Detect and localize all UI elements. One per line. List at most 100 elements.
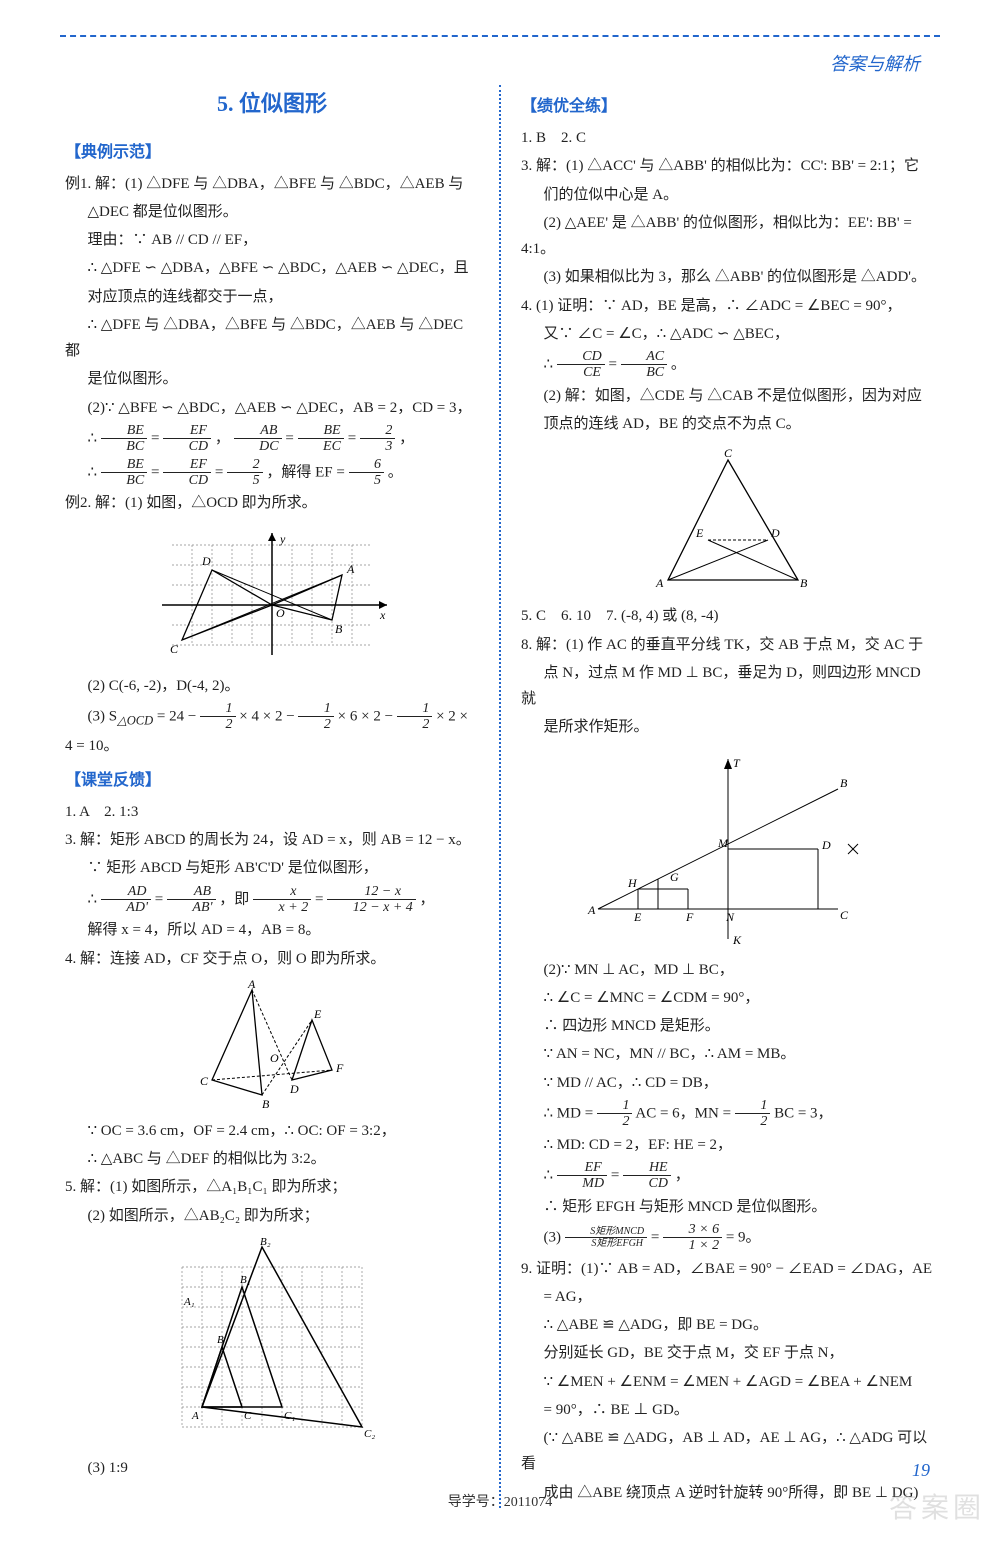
fig4-svg: C A B E D bbox=[638, 445, 818, 595]
jy-line21b: = AG， bbox=[521, 1284, 935, 1310]
svg-text:B₁: B₁ bbox=[240, 1274, 251, 1286]
svg-text:M: M bbox=[717, 836, 729, 850]
cf-line7: ∵ OC = 3.6 cm，OF = 2.4 cm，∴ OC: OF = 3:2… bbox=[65, 1118, 479, 1144]
ex1-line3: 理由：∵ AB // CD // EF， bbox=[65, 227, 479, 253]
frac: 3 × 61 × 2 bbox=[663, 1222, 722, 1254]
svg-text:A: A bbox=[346, 562, 355, 576]
jy-line4: (3) 如果相似比为 3，那么 △ABB' 的位似图形是 △ADD'。 bbox=[521, 264, 935, 290]
svg-text:E: E bbox=[695, 526, 704, 540]
txt: = 24 − bbox=[157, 708, 200, 724]
svg-text:C: C bbox=[200, 1074, 209, 1088]
svg-text:B: B bbox=[840, 776, 848, 790]
svg-text:C: C bbox=[170, 642, 179, 656]
svg-text:C₁: C₁ bbox=[284, 1410, 295, 1422]
ex1-line5: 对应顶点的连线都交于一点， bbox=[65, 284, 479, 310]
cf-line4: ∴ ADAD' = ABAB' ，即 xx + 2 = 12 − x12 − x… bbox=[65, 884, 479, 916]
frac: EFCD bbox=[163, 423, 211, 455]
eq: = bbox=[651, 1229, 663, 1245]
svg-text:C: C bbox=[840, 908, 849, 922]
txt: ∴ MD = bbox=[544, 1105, 597, 1121]
eq: = bbox=[151, 464, 163, 480]
content-wrapper: 5. 位似图形 【典例示范】 例1. 解：(1) △DFE 与 △DBA，△BF… bbox=[0, 0, 1000, 1508]
txt: AC = 6，MN = bbox=[635, 1105, 734, 1121]
txt: ，即 bbox=[219, 891, 253, 907]
svg-text:D: D bbox=[821, 838, 831, 852]
jy-line1: 1. B 2. C bbox=[521, 125, 935, 151]
jy-line11: (2)∵ MN ⊥ AC，MD ⊥ BC， bbox=[521, 957, 935, 983]
svg-text:F: F bbox=[685, 910, 694, 924]
eq: = bbox=[155, 891, 167, 907]
jy-line19: ∴ 矩形 EFGH 与矩形 MNCD 是位似图形。 bbox=[521, 1194, 935, 1220]
svg-text:A: A bbox=[587, 903, 596, 917]
frac: 23 bbox=[360, 423, 396, 455]
eq: = bbox=[609, 356, 621, 372]
txt: 。 bbox=[671, 356, 686, 372]
jy-line2: 3. 解：(1) △ACC' 与 △ABB' 的相似比为：CC': BB' = … bbox=[521, 153, 935, 179]
cf-line6: 4. 解：连接 AD，CF 交于点 O，则 O 即为所求。 bbox=[65, 946, 479, 972]
txt: ∴ bbox=[88, 891, 101, 907]
jy-line25: (∵ △ABE ≌ △ADG，AB ⊥ AD，AE ⊥ AG，∴ △ADG 可以… bbox=[521, 1425, 935, 1478]
frac: 12 bbox=[298, 701, 334, 733]
svg-text:O: O bbox=[276, 606, 285, 620]
jy-line21: 9. 证明：(1)∵ AB = AD，∠BAE = 90° − ∠EAD = ∠… bbox=[521, 1256, 935, 1282]
jy-line24b: = 90°，∴ BE ⊥ GD。 bbox=[521, 1397, 935, 1423]
frac: 12 − x12 − x + 4 bbox=[327, 884, 416, 916]
eq: = bbox=[611, 1167, 623, 1183]
jy-line17: ∴ MD: CD = 2，EF: HE = 2， bbox=[521, 1132, 935, 1158]
comma: ， bbox=[215, 430, 230, 446]
fig3-svg: A B C A₁ B₁ C₁ B₂ C₂ bbox=[152, 1237, 392, 1447]
jy-line8b: 顶点的连线 AD，BE 的交点不为点 C。 bbox=[521, 411, 935, 437]
svg-text:A: A bbox=[655, 576, 664, 590]
eq: = bbox=[315, 891, 327, 907]
heading-practice: 【绩优全练】 bbox=[521, 93, 935, 121]
svg-text:C₂: C₂ bbox=[364, 1428, 375, 1440]
frac: CDCE bbox=[557, 349, 605, 381]
frac: EFCD bbox=[163, 457, 211, 489]
jy-line7: ∴ CDCE = ACBC 。 bbox=[521, 349, 935, 381]
ex1-line10: ∴ BEBC = EFCD = 25 ，解得 EF = 65 。 bbox=[65, 457, 479, 489]
jy-line10b: 点 N，过点 M 作 MD ⊥ BC，垂足为 D，则四边形 MNCD 就 bbox=[521, 660, 935, 713]
svg-text:A₁: A₁ bbox=[183, 1296, 195, 1308]
frac: ACBC bbox=[621, 349, 667, 381]
ex2-line3: (3) S△OCD = 24 − 12 × 4 × 2 − 12 × 6 × 2… bbox=[65, 701, 479, 759]
txt: × 4 × 2 − bbox=[239, 708, 298, 724]
svg-text:K: K bbox=[732, 933, 742, 947]
cf-line2: 3. 解：矩形 ABCD 的周长为 24，设 AD = x，则 AB = 12 … bbox=[65, 827, 479, 853]
svg-text:B: B bbox=[217, 1334, 224, 1346]
ex2-line2: (2) C(-6, -2)，D(-4, 2)。 bbox=[65, 673, 479, 699]
footer-label: 导学号：2011074 bbox=[0, 1491, 1000, 1511]
header-dashed-line bbox=[60, 35, 940, 37]
jy-line10c: 是所求作矩形。 bbox=[521, 714, 935, 740]
figure-3-grid: A B C A₁ B₁ C₁ B₂ C₂ bbox=[65, 1237, 479, 1447]
frac: BEEC bbox=[298, 423, 344, 455]
svg-text:A: A bbox=[247, 980, 256, 991]
frac: 12 bbox=[397, 701, 433, 733]
svg-text:C: C bbox=[724, 446, 733, 460]
svg-text:N: N bbox=[725, 910, 735, 924]
svg-text:E: E bbox=[313, 1007, 322, 1021]
svg-text:C: C bbox=[244, 1410, 252, 1422]
txt: 。 bbox=[388, 464, 403, 480]
svg-text:B: B bbox=[262, 1097, 270, 1110]
ex1-line1: 例1. 解：(1) △DFE 与 △DBA，△BFE 与 △BDC，△AEB 与 bbox=[65, 171, 479, 197]
ex1-line4: ∴ △DFE ∽ △DBA，△BFE ∽ △BDC，△AEB ∽ △DEC，且 bbox=[65, 255, 479, 281]
cf-line5: 解得 x = 4，所以 AD = 4，AB = 8。 bbox=[65, 917, 479, 943]
svg-text:H: H bbox=[627, 876, 638, 890]
frac: ABAB' bbox=[167, 884, 216, 916]
txt: ∴ bbox=[544, 356, 557, 372]
jy-line22: ∴ △ABE ≌ △ADG，即 BE = DG。 bbox=[521, 1312, 935, 1338]
ex1-line7: 是位似图形。 bbox=[65, 366, 479, 392]
txt: ，解得 EF = bbox=[266, 464, 348, 480]
eq: = bbox=[348, 430, 360, 446]
txt: ， bbox=[675, 1167, 690, 1183]
jy-line14: ∵ AN = NC，MN // BC，∴ AM = MB。 bbox=[521, 1041, 935, 1067]
frac: 25 bbox=[227, 457, 263, 489]
svg-text:x: x bbox=[379, 608, 386, 622]
svg-text:A: A bbox=[191, 1410, 199, 1422]
figure-5-construction: T K A B C D M N H G E bbox=[521, 749, 935, 949]
cf-line8: ∴ △ABC 与 △DEF 的相似比为 3:2。 bbox=[65, 1146, 479, 1172]
txt: ， bbox=[420, 891, 435, 907]
eq: = bbox=[285, 430, 297, 446]
comma: ， bbox=[399, 430, 414, 446]
jy-line6: 又∵ ∠C = ∠C，∴ △ADC ∽ △BEC， bbox=[521, 321, 935, 347]
